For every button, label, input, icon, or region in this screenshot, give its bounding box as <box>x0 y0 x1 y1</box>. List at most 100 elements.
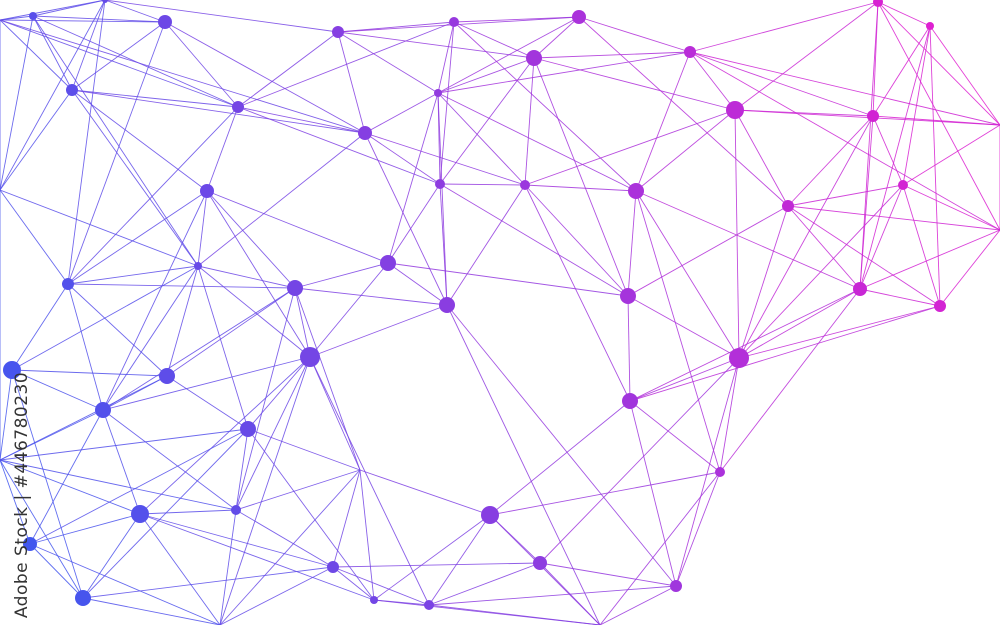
edge <box>309 262 389 358</box>
edge <box>437 92 637 192</box>
edge <box>206 190 311 358</box>
edge <box>635 190 721 473</box>
edge <box>67 265 199 285</box>
edge <box>0 19 239 108</box>
node <box>3 361 21 379</box>
edge <box>102 409 237 511</box>
node <box>439 297 455 313</box>
edge <box>364 132 448 306</box>
edge <box>787 205 1000 231</box>
edge <box>635 190 861 290</box>
edge <box>102 287 296 411</box>
edge <box>247 356 311 430</box>
edge <box>219 509 237 625</box>
edge <box>67 283 168 377</box>
edge <box>877 1 931 27</box>
node <box>620 288 636 304</box>
edge <box>139 513 375 601</box>
edge <box>11 369 168 377</box>
edge <box>872 25 931 117</box>
edge <box>689 51 1000 231</box>
node <box>726 101 744 119</box>
edge <box>787 115 874 207</box>
node <box>159 368 175 384</box>
edge <box>738 115 874 359</box>
node <box>300 347 320 367</box>
node <box>380 255 396 271</box>
edge <box>235 469 361 511</box>
edge <box>235 509 334 568</box>
node <box>926 22 934 30</box>
edge <box>439 183 526 186</box>
edge <box>294 287 311 358</box>
node <box>628 183 644 199</box>
edge <box>0 428 249 461</box>
edge <box>859 184 904 290</box>
edge <box>294 287 448 306</box>
node <box>232 101 244 113</box>
node <box>158 15 172 29</box>
edge <box>489 514 601 625</box>
edge <box>0 459 84 599</box>
edge <box>0 89 73 191</box>
node <box>481 506 499 524</box>
edge <box>439 21 455 185</box>
edge <box>428 514 491 606</box>
edge <box>859 288 941 307</box>
edge <box>539 357 740 564</box>
edge <box>197 132 366 267</box>
edge <box>734 1 879 111</box>
edge <box>29 409 104 545</box>
edge <box>139 513 334 568</box>
node <box>782 200 794 212</box>
edge <box>599 585 677 625</box>
node <box>435 179 445 189</box>
edge <box>0 459 31 545</box>
edge <box>437 57 535 94</box>
edge <box>332 566 430 606</box>
edge <box>0 19 166 23</box>
node <box>194 262 202 270</box>
edge <box>627 295 740 359</box>
edge <box>446 184 526 306</box>
node <box>75 590 91 606</box>
edge <box>139 513 221 625</box>
edge <box>32 15 199 267</box>
edge <box>71 89 208 192</box>
node <box>526 50 542 66</box>
edge <box>599 471 721 625</box>
edge <box>29 543 84 599</box>
edge <box>734 109 740 359</box>
edge <box>237 106 441 185</box>
edge <box>29 428 249 545</box>
edge <box>929 25 1000 126</box>
edge <box>359 469 491 516</box>
edge <box>364 92 439 134</box>
node <box>449 17 459 27</box>
node <box>287 280 303 296</box>
edge <box>294 262 389 289</box>
edge <box>787 205 941 307</box>
node <box>853 282 867 296</box>
edge <box>104 0 339 33</box>
edge <box>0 19 73 91</box>
edge <box>629 305 941 402</box>
edge <box>629 400 677 587</box>
node <box>29 12 37 20</box>
edge <box>387 92 439 264</box>
node <box>729 348 749 368</box>
edge <box>453 21 535 59</box>
edge <box>104 0 166 23</box>
node <box>95 402 111 418</box>
edge <box>446 304 601 625</box>
edge <box>489 471 721 516</box>
edge <box>635 51 691 192</box>
edge <box>294 287 361 471</box>
stock-credit: Adobe Stock | #446780230 <box>12 371 32 619</box>
edge <box>689 51 874 117</box>
edge <box>309 356 430 606</box>
edge <box>533 57 629 297</box>
node <box>867 110 879 122</box>
node <box>520 180 530 190</box>
